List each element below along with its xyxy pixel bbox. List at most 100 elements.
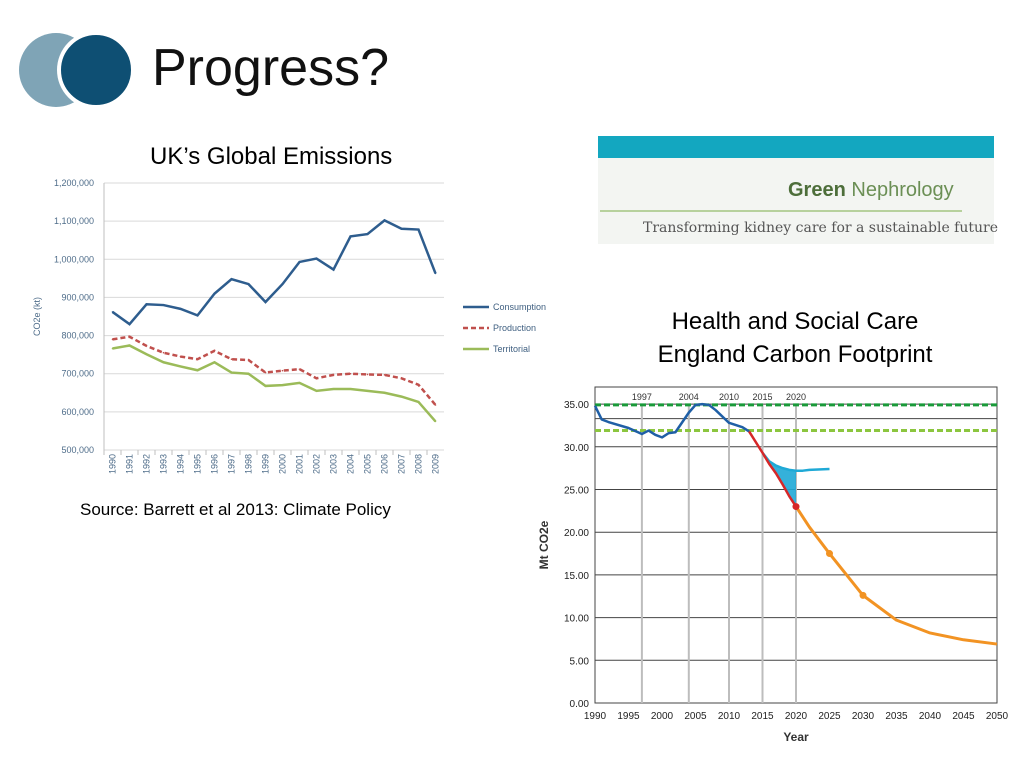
data-point: [417, 401, 420, 403]
data-point: [417, 228, 420, 231]
data-point: [247, 359, 250, 361]
data-point: [145, 303, 148, 306]
data-point: [349, 388, 352, 390]
logo-top-bar: [598, 136, 994, 158]
data-point: [383, 219, 386, 222]
data-point: [213, 361, 216, 364]
x-tick-label: 1993: [159, 454, 169, 474]
data-point: [417, 383, 420, 386]
year-marker-label: 2010: [719, 392, 739, 402]
data-point: [349, 235, 352, 238]
logo-tagline: Transforming kidney care for a sustainab…: [643, 220, 999, 236]
x-tick-label: 1998: [244, 454, 254, 474]
logo-name-rest: Nephrology: [851, 179, 954, 201]
x-tick-label: 2000: [651, 711, 674, 722]
y-tick-label: 30.00: [564, 443, 589, 454]
x-tick-label: 2045: [952, 711, 975, 722]
data-point: [162, 351, 165, 354]
x-tick-label: 2002: [312, 454, 322, 474]
data-point: [383, 391, 386, 394]
y-tick-label: 900,000: [61, 292, 94, 302]
data-point: [332, 388, 335, 390]
uk-emissions-chart: 500,000 600,000 700,000 800,000 900,000 1,000…: [32, 178, 546, 474]
green-nephrology-logo: Green Nephrology: [788, 179, 954, 202]
data-point: [400, 377, 403, 380]
y-tick-label: 35.00: [564, 400, 589, 411]
data-point: [298, 261, 301, 263]
data-point: [247, 283, 250, 285]
y-tick-label: 0.00: [570, 699, 590, 710]
data-point: [298, 382, 301, 384]
x-tick-label: 2050: [986, 711, 1009, 722]
data-point: [179, 308, 182, 310]
data-point: [196, 369, 199, 372]
series-line-consumption: [111, 218, 437, 326]
year-marker-label: 2004: [679, 392, 699, 402]
data-point: [145, 345, 148, 347]
data-point: [213, 292, 216, 295]
year-marker-label: 2015: [752, 392, 772, 402]
data-point: [111, 347, 114, 350]
y-tick-label: 800,000: [61, 331, 94, 341]
milestone-point: [826, 550, 833, 558]
x-tick-label: 2040: [919, 711, 942, 722]
data-point: [264, 371, 267, 374]
data-point: [196, 314, 199, 317]
milestone-point: [792, 503, 800, 511]
data-point: [315, 257, 318, 260]
y-tick-label: 600,000: [61, 407, 94, 417]
x-tick-label: 1990: [584, 711, 607, 722]
x-tick-label: 1999: [261, 454, 271, 474]
y-tick-label: 25.00: [564, 485, 589, 496]
x-tick-label: 2004: [346, 454, 356, 474]
x-tick-label: 1995: [617, 711, 640, 722]
x-tick-label: 2025: [818, 711, 841, 722]
y-tick-label: 1,000,000: [54, 254, 94, 264]
data-point: [366, 233, 369, 235]
y-axis-label: Mt CO2e: [537, 520, 551, 569]
hsc-chart-title: Health and Social Care England Carbon Fo…: [600, 305, 990, 371]
x-tick-label: 2008: [414, 454, 424, 474]
hsc-carbon-chart: 0.00 5.00 10.00 15.00 20.00 25.00 30.00 35.00 19…: [537, 386, 1009, 744]
y-tick-label: 700,000: [61, 369, 94, 379]
data-point: [264, 385, 267, 387]
data-point: [332, 268, 335, 271]
y-tick-label: 1,200,000: [54, 178, 94, 188]
data-point: [230, 358, 233, 361]
x-tick-label: 2006: [380, 454, 390, 474]
milestone-point: [859, 591, 867, 599]
x-tick-label: 2003: [329, 454, 339, 474]
y-tick-label: 1,100,000: [54, 216, 94, 226]
x-tick-label: 2005: [684, 711, 707, 722]
series-line-production: [112, 335, 437, 406]
data-point: [213, 350, 216, 352]
logo-panel: [598, 158, 994, 244]
uk-chart-title: UK’s Global Emissions: [150, 143, 393, 170]
data-point: [264, 301, 267, 303]
data-point: [196, 358, 199, 361]
data-point: [298, 368, 301, 370]
data-point: [281, 384, 284, 386]
x-tick-label: 2030: [852, 711, 875, 722]
y-tick-label: 500,000: [61, 445, 94, 455]
data-point: [383, 374, 386, 376]
data-point: [179, 355, 182, 358]
uk-chart-source: Source: Barrett et al 2013: Climate Poli…: [80, 500, 391, 519]
data-point: [332, 374, 335, 376]
legend-label: Consumption: [493, 302, 546, 312]
data-point: [400, 395, 403, 398]
data-point: [366, 373, 369, 376]
data-point: [145, 353, 148, 356]
data-point: [128, 323, 131, 325]
x-tick-label: 2001: [295, 454, 305, 474]
x-tick-label: 2000: [278, 454, 288, 474]
data-point: [315, 390, 318, 392]
y-tick-label: 5.00: [570, 656, 590, 667]
slide-title: Progress?: [152, 39, 389, 97]
y-tick-label: 15.00: [564, 571, 589, 582]
logo-name-bold: Green: [788, 179, 846, 201]
data-point: [230, 371, 233, 374]
x-tick-label: 1991: [125, 454, 135, 474]
x-tick-label: 1994: [176, 454, 186, 474]
data-point: [111, 311, 114, 313]
